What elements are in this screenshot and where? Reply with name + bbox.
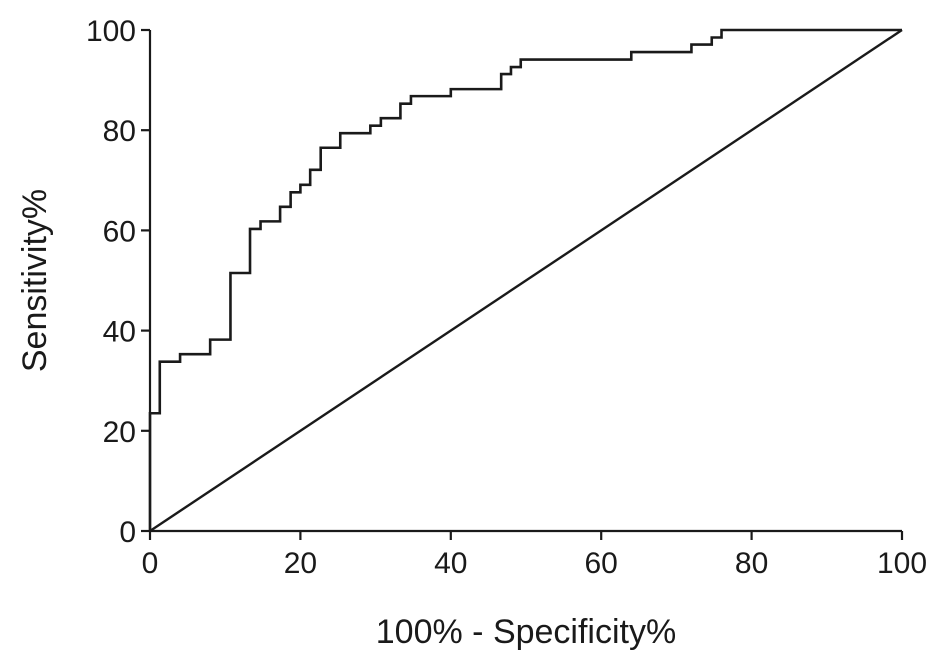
x-tick-label-20: 20 xyxy=(284,547,317,580)
roc-curve-line xyxy=(148,28,902,531)
y-tick-label-80: 80 xyxy=(103,115,136,148)
reference-diagonal-line xyxy=(149,29,903,532)
x-tick-label-100: 100 xyxy=(877,547,927,580)
x-tick-label-40: 40 xyxy=(434,547,467,580)
y-tick-label-0: 0 xyxy=(119,516,136,549)
y-tick-label-20: 20 xyxy=(103,416,136,449)
x-tick-label-60: 60 xyxy=(585,547,618,580)
y-axis-ticks: 0 20 40 60 80 100 xyxy=(86,15,150,549)
series-layer xyxy=(148,28,903,532)
y-tick-label-60: 60 xyxy=(103,215,136,248)
x-axis-ticks: 0 20 40 60 80 100 xyxy=(142,531,927,580)
y-tick-label-100: 100 xyxy=(86,15,136,48)
x-tick-label-80: 80 xyxy=(735,547,768,580)
y-axis-title: Sensitivity% xyxy=(16,189,54,372)
x-tick-label-0: 0 xyxy=(142,547,159,580)
y-tick-label-40: 40 xyxy=(103,316,136,349)
x-axis-title: 100% - Specificity% xyxy=(376,613,676,651)
